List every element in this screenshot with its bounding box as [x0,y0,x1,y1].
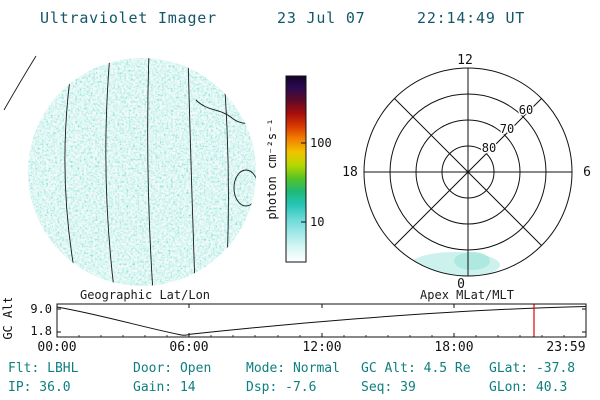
mlt-label-12: 12 [457,53,473,68]
status-seq: Seq: 39 [361,380,416,395]
strip-ymax-label: 9.0 [30,302,52,316]
orbit-altitude-strip: GC Alt 9.0 1.8 00:00 06:00 12:00 18:00 2… [1,298,587,354]
apex-panel-caption: Apex MLat/MLT [420,288,514,302]
geo-panel-caption: Geographic Lat/Lon [79,288,211,302]
mlat-label-60: 60 [519,103,533,117]
status-glat: GLat: -37.8 [489,361,576,376]
strip-minor-ticks [78,335,565,337]
colorbar-units-label: photon cm⁻²s⁻¹ [265,118,279,219]
status-gc-alt: GC Alt: 4.5 Re [361,361,471,376]
colorbar-tick-100: 100 [310,136,332,150]
status-ip: IP: 36.0 [8,380,71,395]
polar-grid [363,67,573,277]
mlat-label-70: 70 [500,122,514,136]
xtick-0000: 00:00 [37,340,76,354]
uv-image-disk [28,58,256,286]
mlt-label-0: 0 [457,277,465,292]
strip-y-axis-title: GC Alt [1,298,15,340]
geographic-image-panel [3,55,256,286]
status-mode: Mode: Normal [246,361,340,376]
status-door: Door: Open [133,361,212,376]
xtick-1800: 18:00 [434,340,473,354]
xtick-0600: 06:00 [169,340,208,354]
status-glon: GLon: 40.3 [489,380,568,395]
map-boundary-line [3,55,37,111]
mlt-label-6: 6 [583,165,591,180]
header-time: 22:14:49 UT [417,9,526,27]
app-title: Ultraviolet Imager [40,9,217,27]
header-date: 23 Jul 07 [277,9,366,27]
colorbar-tick-10: 10 [310,215,324,229]
colorbar-gradient [285,75,307,263]
mlat-label-80: 80 [482,141,496,155]
mlt-label-18: 18 [342,165,358,180]
geo-grid-meridians [64,58,229,286]
apex-polar-panel: 12 18 6 0 60 70 80 [342,53,591,292]
auroral-emission-blob [389,252,500,276]
xtick-1200: 12:00 [302,340,341,354]
status-gain: Gain: 14 [133,380,196,395]
colorbar: 100 10 photon cm⁻²s⁻¹ [265,75,332,263]
xtick-2359: 23:59 [546,340,585,354]
colorbar-tick-marks [301,142,306,223]
strip-ymin-label: 1.8 [30,324,52,338]
orbit-altitude-curve [56,306,587,336]
status-dsp: Dsp: -7.6 [246,380,317,395]
status-flt: Flt: LBHL [8,361,79,376]
